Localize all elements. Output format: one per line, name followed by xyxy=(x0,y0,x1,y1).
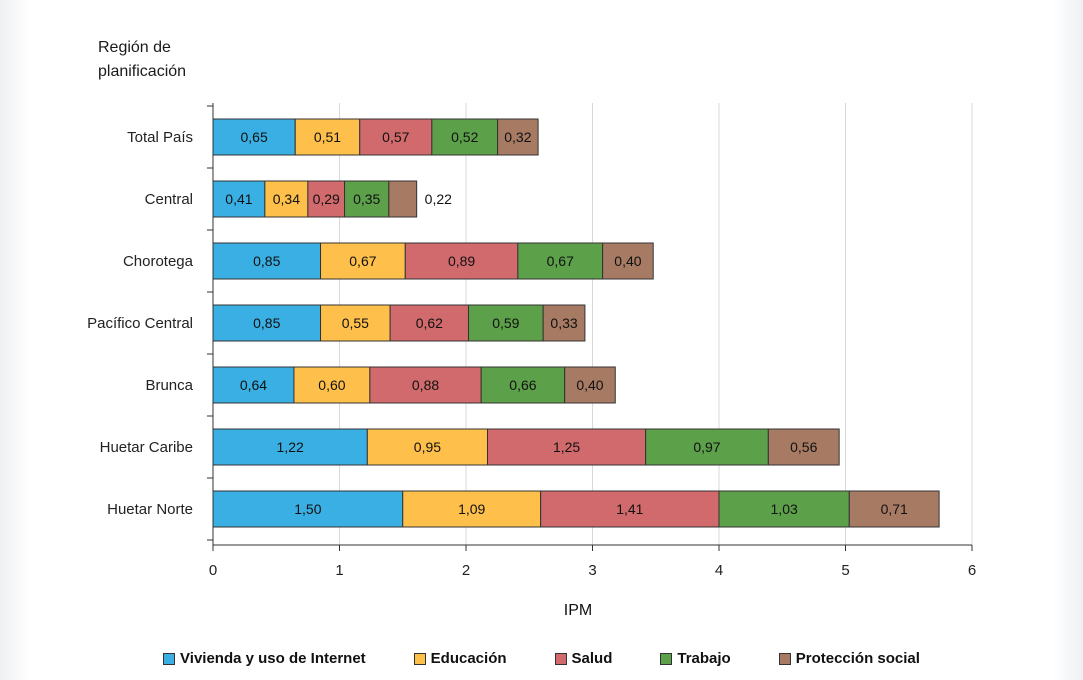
legend-label: Educación xyxy=(430,650,507,667)
bar-segment xyxy=(366,428,489,466)
bar-segment xyxy=(359,118,433,156)
data-label: 0,51 xyxy=(314,129,341,145)
bar-segment xyxy=(645,428,769,466)
data-label: 0,67 xyxy=(547,253,574,269)
data-label: 0,32 xyxy=(504,129,531,145)
data-label: 0,33 xyxy=(550,315,577,331)
bar-segment xyxy=(402,490,542,528)
x-tick-label: 3 xyxy=(588,562,596,579)
data-label: 0,85 xyxy=(253,253,280,269)
legend-swatch xyxy=(163,652,176,665)
data-label: 1,09 xyxy=(458,501,485,517)
bar-segment xyxy=(540,490,720,528)
legend-item: Salud xyxy=(554,650,613,667)
category-label: Pacífico Central xyxy=(87,315,193,332)
y-axis-title-text: Región de planificación xyxy=(98,39,187,80)
legend-swatch xyxy=(660,652,673,665)
background-gradient-left xyxy=(0,0,30,680)
bar-segment xyxy=(320,242,406,280)
legend-label: Trabajo xyxy=(677,650,731,667)
data-label: 0,66 xyxy=(509,377,536,393)
category-label: Brunca xyxy=(145,377,193,394)
x-axis-title: IPM xyxy=(564,602,592,619)
data-label: 1,41 xyxy=(616,501,643,517)
data-label: 1,03 xyxy=(771,501,798,517)
legend-label: Protección social xyxy=(795,650,920,667)
data-label: 0,88 xyxy=(412,377,439,393)
category-label: Total País xyxy=(127,129,193,146)
category-label: Huetar Norte xyxy=(107,501,193,518)
bar-segment xyxy=(767,428,840,466)
data-label: 0,35 xyxy=(353,191,380,207)
bar-segment xyxy=(480,366,566,404)
stacked-bar-chart: 0 1 2 3 4 5 6 IPM Total País 0,65 0,51 0,57 0,52 0,32… xyxy=(87,103,976,619)
bar-segment xyxy=(388,180,418,218)
data-label: 0,52 xyxy=(451,129,478,145)
data-label: 0,97 xyxy=(693,439,720,455)
data-label: 0,62 xyxy=(416,315,443,331)
bar-segment xyxy=(212,366,295,404)
bar-segment xyxy=(602,242,654,280)
bar-segment xyxy=(389,304,470,342)
bar-segment xyxy=(212,242,322,280)
bar-segment xyxy=(344,180,390,218)
data-label: 1,22 xyxy=(277,439,304,455)
bar-segment xyxy=(212,428,368,466)
bar-segment xyxy=(294,118,361,156)
data-label: 0,56 xyxy=(790,439,817,455)
data-label: 0,59 xyxy=(492,315,519,331)
data-label: 0,67 xyxy=(349,253,376,269)
x-tick-label: 6 xyxy=(968,562,976,579)
data-label: 0,40 xyxy=(614,253,641,269)
legend-label: Salud xyxy=(571,650,613,667)
legend-swatch xyxy=(554,652,567,665)
data-label: 0,29 xyxy=(313,191,340,207)
data-label: 0,22 xyxy=(425,191,452,207)
legend-item: Trabajo xyxy=(660,650,731,667)
bar-segment xyxy=(307,180,346,218)
bar-segment xyxy=(320,304,391,342)
bar-segment xyxy=(497,118,539,156)
bar-segment xyxy=(264,180,309,218)
data-label: 0,89 xyxy=(448,253,475,269)
y-axis-title: Región de planificación xyxy=(98,36,208,84)
bar-segment xyxy=(212,118,296,156)
x-tick-label: 1 xyxy=(335,562,343,579)
x-tick-label: 2 xyxy=(462,562,470,579)
category-label: Huetar Caribe xyxy=(100,439,193,456)
background-gradient-right xyxy=(1053,0,1083,680)
bar-segment xyxy=(848,490,940,528)
data-label: 0,71 xyxy=(881,501,908,517)
data-label: 0,64 xyxy=(240,377,267,393)
legend-item: Educación xyxy=(413,650,507,667)
data-label: 0,85 xyxy=(253,315,280,331)
data-label: 0,60 xyxy=(318,377,345,393)
data-label: 0,41 xyxy=(225,191,252,207)
data-label: 0,55 xyxy=(342,315,369,331)
bar-segment xyxy=(564,366,616,404)
category-label: Chorotega xyxy=(123,253,194,270)
legend-swatch xyxy=(778,652,791,665)
data-label: 0,57 xyxy=(382,129,409,145)
legend-item: Vivienda y uso de Internet xyxy=(163,650,366,667)
bar-segment xyxy=(212,304,322,342)
bar-segment xyxy=(431,118,499,156)
data-label: 0,65 xyxy=(240,129,267,145)
data-label: 0,95 xyxy=(414,439,441,455)
x-tick-label: 4 xyxy=(715,562,723,579)
data-label: 0,40 xyxy=(576,377,603,393)
x-tick-label: 0 xyxy=(209,562,217,579)
category-label: Central xyxy=(145,191,193,208)
legend-item: Protección social xyxy=(778,650,920,667)
bar-segment xyxy=(542,304,586,342)
data-label: 0,34 xyxy=(273,191,300,207)
data-label: 1,50 xyxy=(294,501,321,517)
chart-legend: Vivienda y uso de Internet Educación Salud… xyxy=(0,650,1083,667)
data-label: 1,25 xyxy=(553,439,580,455)
bar-segment xyxy=(718,490,850,528)
x-tick-label: 5 xyxy=(841,562,849,579)
bar-segment xyxy=(517,242,604,280)
legend-swatch xyxy=(413,652,426,665)
legend-label: Vivienda y uso de Internet xyxy=(180,650,366,667)
